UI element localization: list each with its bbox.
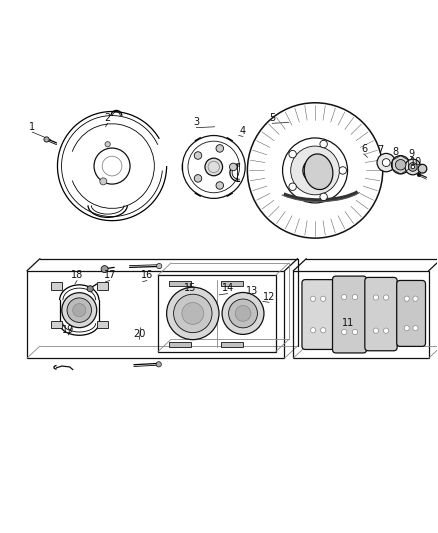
Circle shape: [377, 154, 396, 172]
Text: 7: 7: [377, 146, 383, 155]
Text: 13: 13: [246, 286, 258, 295]
Circle shape: [321, 328, 326, 333]
Circle shape: [404, 326, 410, 331]
Circle shape: [321, 296, 326, 302]
Circle shape: [418, 164, 427, 173]
Bar: [221, 342, 243, 348]
Bar: [27, 271, 285, 358]
FancyBboxPatch shape: [365, 277, 397, 351]
Text: 15: 15: [184, 284, 197, 293]
Circle shape: [205, 158, 223, 176]
Circle shape: [413, 326, 418, 331]
Circle shape: [352, 329, 357, 335]
Text: 4: 4: [240, 126, 246, 136]
FancyBboxPatch shape: [397, 280, 426, 346]
Circle shape: [44, 137, 49, 142]
Circle shape: [182, 303, 204, 325]
Text: 16: 16: [141, 270, 153, 280]
Text: 18: 18: [71, 270, 83, 280]
Circle shape: [383, 328, 389, 333]
Text: 8: 8: [392, 147, 399, 157]
Text: 10: 10: [410, 157, 423, 167]
Text: 3: 3: [193, 117, 199, 127]
Circle shape: [311, 296, 316, 302]
Circle shape: [222, 293, 264, 334]
Text: 5: 5: [269, 113, 276, 123]
Bar: [293, 271, 428, 358]
Circle shape: [216, 144, 223, 152]
Circle shape: [101, 265, 108, 272]
Circle shape: [320, 193, 327, 200]
Circle shape: [405, 159, 421, 175]
Text: 6: 6: [361, 143, 367, 154]
Circle shape: [396, 159, 406, 170]
Bar: [97, 321, 108, 328]
Circle shape: [235, 305, 251, 321]
Text: 11: 11: [342, 318, 354, 328]
Circle shape: [156, 263, 162, 269]
Text: 12: 12: [263, 292, 276, 302]
Circle shape: [339, 167, 346, 174]
Circle shape: [352, 294, 357, 300]
Text: 17: 17: [104, 270, 116, 280]
Circle shape: [291, 146, 339, 195]
Circle shape: [342, 329, 347, 335]
Circle shape: [342, 294, 347, 300]
Circle shape: [173, 294, 212, 333]
FancyBboxPatch shape: [332, 276, 367, 353]
Circle shape: [100, 178, 107, 185]
Circle shape: [303, 158, 327, 183]
Circle shape: [87, 286, 93, 292]
Circle shape: [73, 304, 86, 317]
Circle shape: [383, 295, 389, 300]
Bar: [51, 282, 62, 290]
FancyBboxPatch shape: [302, 280, 334, 350]
Text: 2: 2: [105, 113, 111, 123]
Circle shape: [67, 298, 92, 322]
Bar: [158, 275, 276, 352]
Circle shape: [194, 175, 202, 182]
Circle shape: [373, 295, 378, 300]
Circle shape: [229, 299, 258, 328]
Circle shape: [413, 296, 418, 301]
Circle shape: [156, 362, 161, 367]
Text: 19: 19: [62, 325, 74, 335]
Text: 14: 14: [222, 284, 234, 293]
Circle shape: [230, 163, 237, 171]
Circle shape: [289, 183, 297, 190]
Circle shape: [289, 150, 297, 158]
Bar: [51, 321, 62, 328]
Circle shape: [409, 163, 417, 171]
Circle shape: [411, 165, 415, 169]
Bar: [169, 281, 191, 286]
Circle shape: [194, 152, 202, 159]
Circle shape: [417, 173, 421, 176]
Bar: [97, 282, 108, 290]
Text: 1: 1: [29, 122, 35, 132]
Text: 20: 20: [133, 329, 146, 339]
Circle shape: [373, 328, 378, 333]
Circle shape: [404, 296, 410, 301]
Circle shape: [311, 328, 316, 333]
Bar: [169, 342, 191, 348]
Bar: [221, 281, 243, 286]
Circle shape: [392, 156, 410, 174]
Circle shape: [382, 159, 390, 166]
Circle shape: [62, 293, 97, 328]
Circle shape: [166, 287, 219, 340]
Circle shape: [320, 140, 327, 148]
Circle shape: [105, 142, 110, 147]
Ellipse shape: [304, 154, 333, 190]
Circle shape: [216, 182, 223, 189]
Text: 9: 9: [408, 149, 414, 159]
